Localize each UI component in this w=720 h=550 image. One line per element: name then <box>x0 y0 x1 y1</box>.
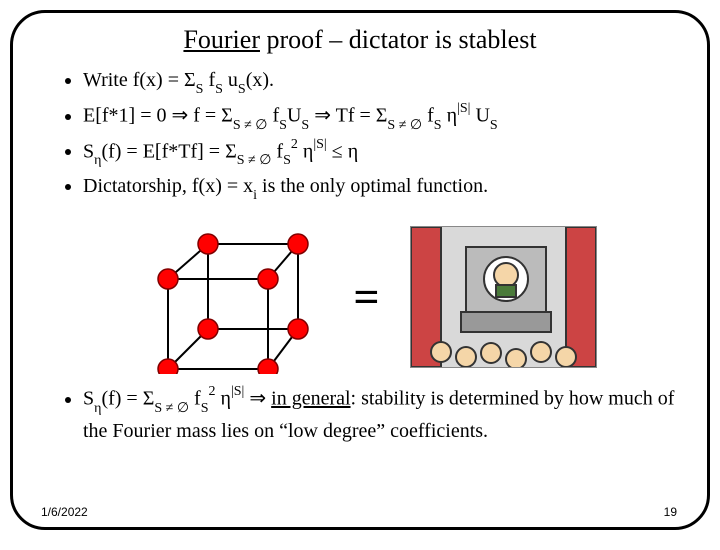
bullet-2: E[f*1] = 0 ⇒ f = ΣS ≠ ∅ fSUS ⇒ Tf = ΣS ≠… <box>83 100 677 134</box>
footer-date: 1/6/2022 <box>41 505 88 519</box>
bullet-4: Dictatorship, f(x) = xi is the only opti… <box>83 171 677 204</box>
slide-title: Fourier proof – dictator is stablest <box>13 25 707 55</box>
cartoon-image <box>410 226 597 368</box>
bullet-3: Sη(f) = E[f*Tf] = ΣS ≠ ∅ fS2 η|S| ≤ η <box>83 136 677 170</box>
title-rest: proof – dictator is stablest <box>260 25 537 54</box>
bullet-1: Write f(x) = ΣS fS uS(x). <box>83 65 677 98</box>
equals-sign: = <box>353 270 379 323</box>
title-underlined: Fourier <box>183 25 260 54</box>
cube-diagram <box>123 219 323 374</box>
bottom-bullet-list: Sη(f) = ΣS ≠ ∅ fS2 η|S| ⇒ in general: st… <box>63 384 677 444</box>
figure-row: = <box>13 219 707 374</box>
bottom-bullet: Sη(f) = ΣS ≠ ∅ fS2 η|S| ⇒ in general: st… <box>83 384 677 444</box>
footer-page: 19 <box>664 505 677 519</box>
bullet-list: Write f(x) = ΣS fS uS(x). E[f*1] = 0 ⇒ f… <box>63 65 677 204</box>
